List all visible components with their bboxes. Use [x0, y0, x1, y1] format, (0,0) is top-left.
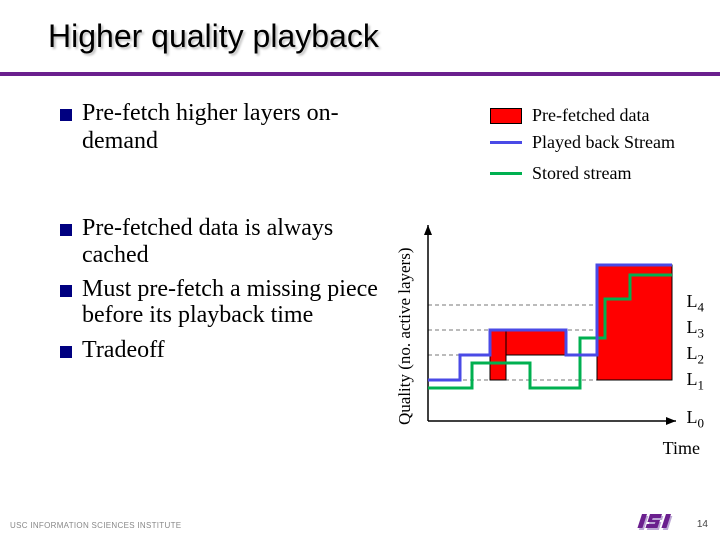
- legend-swatch-icon: [490, 108, 522, 124]
- isi-logo-icon: [632, 514, 682, 532]
- bullet-item: Pre-fetched data is always cached: [60, 215, 380, 268]
- legend-line-icon: [490, 172, 522, 175]
- title-underline: [0, 72, 720, 76]
- chart-legend: Pre-fetched data Played back Stream Stor…: [490, 105, 675, 190]
- x-axis-label: Time: [663, 438, 700, 459]
- layer-label: L0: [687, 407, 705, 432]
- bullet-text: Pre-fetched data is always cached: [82, 215, 380, 268]
- square-icon: [60, 285, 72, 297]
- y-axis-label: Quality (no. active layers): [395, 248, 415, 426]
- legend-label: Pre-fetched data: [532, 105, 649, 126]
- layer-label: L3: [687, 317, 705, 342]
- legend-line-icon: [490, 141, 522, 144]
- bullet-list: Pre-fetch higher layers on-demand Pre-fe…: [60, 100, 380, 371]
- quality-chart: Quality (no. active layers) L4 L3 L2 L1 …: [400, 225, 700, 455]
- bullet-text: Pre-fetch higher layers on-demand: [82, 100, 380, 155]
- bullet-item: Pre-fetch higher layers on-demand: [60, 100, 380, 155]
- layer-label: L1: [687, 369, 705, 394]
- legend-label: Played back Stream: [532, 132, 675, 153]
- legend-item: Played back Stream: [490, 132, 675, 153]
- chart-svg: [420, 225, 680, 425]
- bullet-text: Tradeoff: [82, 337, 165, 363]
- title-area: Higher quality playback: [0, 0, 720, 55]
- bullet-item: Tradeoff: [60, 337, 380, 363]
- footer-text: USC INFORMATION SCIENCES INSTITUTE: [10, 521, 181, 530]
- legend-label: Stored stream: [532, 163, 631, 184]
- square-icon: [60, 346, 72, 358]
- square-icon: [60, 109, 72, 121]
- bullet-text: Must pre-fetch a missing piece before it…: [82, 276, 380, 329]
- bullet-item: Must pre-fetch a missing piece before it…: [60, 276, 380, 329]
- legend-item: Pre-fetched data: [490, 105, 675, 126]
- slide: Higher quality playback Pre-fetch higher…: [0, 0, 720, 540]
- page-title: Higher quality playback: [48, 18, 720, 55]
- chart-axis: L4 L3 L2 L1 L0: [420, 225, 680, 425]
- legend-item: Stored stream: [490, 163, 675, 184]
- square-icon: [60, 224, 72, 236]
- page-number: 14: [697, 519, 708, 530]
- layer-label: L2: [687, 343, 705, 368]
- layer-label: L4: [687, 291, 705, 316]
